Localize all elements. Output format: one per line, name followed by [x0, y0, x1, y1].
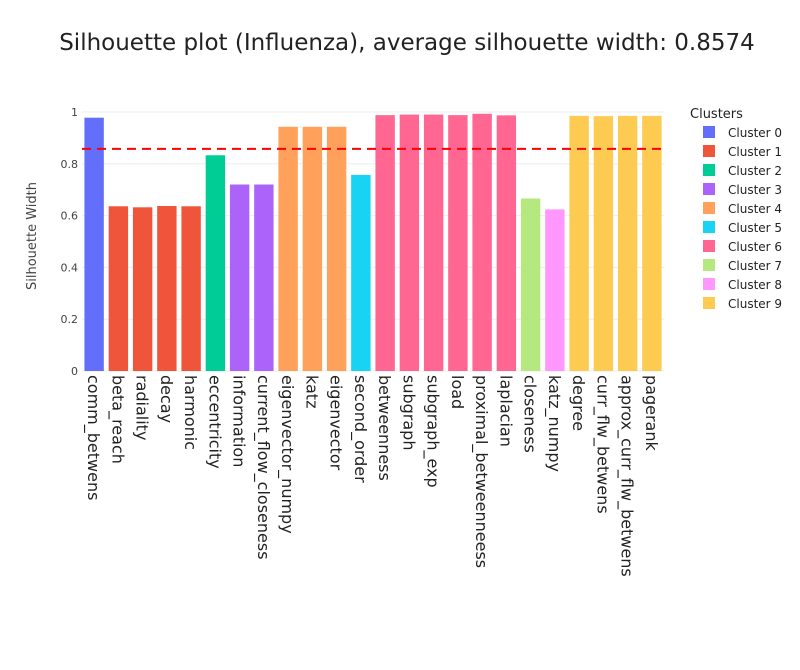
legend[interactable]: Clusters Cluster 0 Cluster 1 Cluster 2 Clus…: [690, 107, 782, 311]
legend-item-label[interactable]: Cluster 5: [728, 221, 782, 235]
legend-item-label[interactable]: Cluster 0: [728, 126, 782, 140]
y-axis-ticks: 0 0.2 0.4 0.6 0.8 1: [61, 106, 79, 378]
x-tick-label: approx_curr_flw_betwens: [617, 375, 637, 577]
legend-item-label[interactable]: Cluster 7: [728, 259, 782, 273]
bar-approx-curr-flw-betwens[interactable]: [617, 115, 638, 371]
bar-decay[interactable]: [157, 206, 177, 371]
bar-second-order[interactable]: [351, 174, 371, 371]
legend-swatch: [703, 183, 715, 195]
legend-swatch: [703, 240, 715, 252]
legend-swatch: [703, 278, 715, 290]
y-tick-label: 1: [71, 106, 78, 119]
x-tick-label: eccentricity: [205, 375, 224, 469]
legend-swatch: [703, 164, 715, 176]
x-tick-label: radiality: [133, 375, 152, 440]
y-axis-label: Silhouette Width: [25, 182, 40, 290]
bar-curr-flw-betwens[interactable]: [593, 116, 614, 371]
legend-swatch: [703, 221, 715, 233]
legend-item-label[interactable]: Cluster 8: [728, 278, 782, 292]
x-tick-label: subgraph: [399, 375, 418, 450]
x-tick-label: decay: [157, 375, 176, 423]
legend-item-label[interactable]: Cluster 4: [728, 202, 782, 216]
legend-swatch: [703, 126, 715, 138]
bar-information[interactable]: [229, 184, 250, 371]
bar-subgraph-exp[interactable]: [423, 114, 444, 371]
legend-swatch: [703, 202, 715, 214]
x-tick-label: harmonic: [181, 375, 200, 450]
bar-katz[interactable]: [302, 126, 323, 371]
bar-laplacian[interactable]: [496, 115, 517, 371]
legend-item-label[interactable]: Cluster 9: [728, 297, 782, 311]
legend-item-label[interactable]: Cluster 1: [728, 145, 782, 159]
x-tick-label: second_order: [350, 375, 370, 483]
y-tick-label: 0.4: [61, 261, 79, 274]
bar-radiality[interactable]: [132, 207, 153, 371]
x-tick-label: beta_reach: [107, 375, 127, 464]
bar-degree[interactable]: [569, 115, 589, 371]
bar-proximal-betweenneess[interactable]: [472, 113, 492, 372]
y-tick-label: 0.2: [61, 313, 79, 326]
x-tick-label: curr_flw_betwens: [592, 375, 612, 514]
x-tick-label: laplacian: [496, 375, 515, 447]
legend-title: Clusters: [690, 107, 743, 122]
bar-eigenvector[interactable]: [326, 126, 347, 371]
x-tick-label: katz: [302, 375, 321, 408]
legend-swatch: [703, 297, 715, 309]
bar-betweenness[interactable]: [375, 115, 395, 371]
x-tick-label: information: [230, 375, 249, 467]
legend-item-label[interactable]: Cluster 6: [728, 240, 782, 254]
legend-item-label[interactable]: Cluster 2: [728, 164, 782, 178]
bar-katz-numpy[interactable]: [545, 209, 565, 371]
x-tick-label: katz_numpy: [544, 375, 564, 472]
x-tick-label: pagerank: [642, 375, 661, 451]
x-tick-label: current_flow_closeness: [253, 375, 273, 560]
x-tick-label: eigenvector: [327, 375, 346, 471]
x-tick-label: eigenvector_numpy: [277, 375, 297, 534]
bar-harmonic[interactable]: [181, 206, 201, 371]
bar-eigenvector-numpy[interactable]: [278, 126, 298, 371]
y-tick-label: 0.8: [61, 158, 79, 171]
y-tick-label: 0: [71, 365, 78, 378]
x-tick-label: load: [448, 375, 467, 409]
y-tick-label: 0.6: [61, 210, 79, 223]
bar-closeness[interactable]: [520, 198, 541, 371]
x-tick-label: proximal_betweenneess: [471, 375, 491, 568]
chart-title: Silhouette plot (Influenza), average sil…: [59, 30, 755, 56]
x-tick-label: degree: [569, 375, 588, 431]
x-axis-ticks: comm_betwens beta_reach radiality decay harm…: [83, 375, 661, 577]
bar-load[interactable]: [448, 115, 468, 371]
bar-pagerank[interactable]: [642, 115, 662, 371]
bar-current-flow-closeness[interactable]: [254, 184, 274, 371]
x-tick-label: closeness: [521, 375, 540, 453]
bars: [84, 113, 662, 372]
legend-swatch: [703, 259, 715, 271]
legend-item-label[interactable]: Cluster 3: [728, 183, 782, 197]
grid-lines: [82, 111, 664, 372]
bar-eccentricity[interactable]: [205, 155, 226, 371]
x-tick-label: subgraph_exp: [423, 375, 443, 488]
bar-subgraph[interactable]: [399, 114, 420, 371]
bar-comm-betwens[interactable]: [84, 117, 104, 371]
x-tick-label: comm_betwens: [83, 375, 103, 500]
bar-beta-reach[interactable]: [108, 206, 129, 371]
x-tick-label: betweenness: [375, 375, 394, 481]
legend-swatch: [703, 145, 715, 157]
